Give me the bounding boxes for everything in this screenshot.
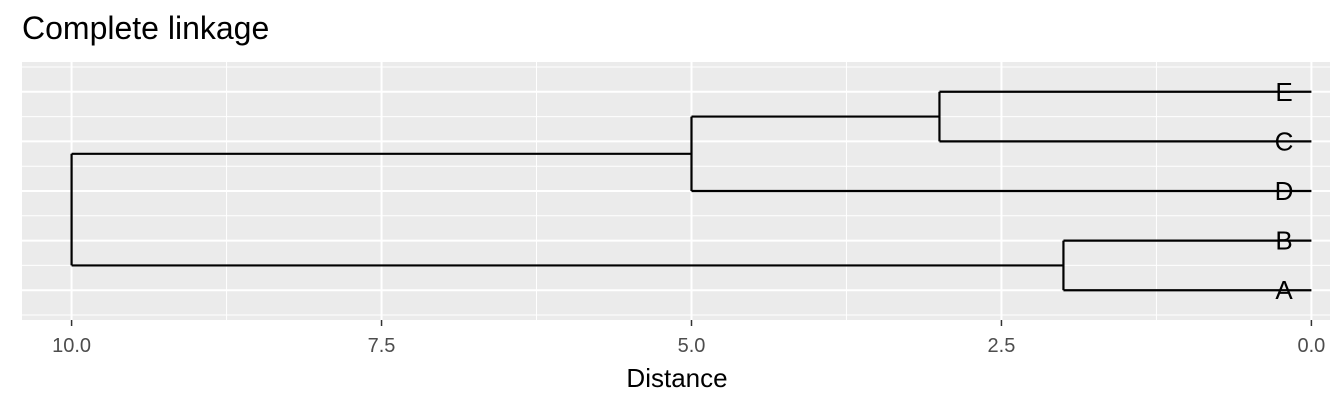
chart-title: Complete linkage	[22, 10, 270, 46]
x-tick-label: 0.0	[1297, 335, 1325, 357]
leaf-label: B	[1275, 226, 1292, 256]
x-tick-label: 5.0	[678, 335, 706, 357]
x-axis: 10.0 7.5 5.0 2.5 0.0	[52, 320, 1325, 357]
x-tick-label: 2.5	[988, 335, 1016, 357]
leaf-label: D	[1275, 176, 1294, 206]
x-tick-label: 10.0	[52, 335, 91, 357]
leaf-label: C	[1275, 126, 1294, 156]
dendrogram-branches	[70, 90, 1312, 292]
leaf-label: A	[1275, 275, 1293, 305]
leaf-label: E	[1275, 77, 1292, 107]
x-tick-label: 7.5	[368, 335, 396, 357]
x-axis-title: Distance	[626, 363, 727, 393]
